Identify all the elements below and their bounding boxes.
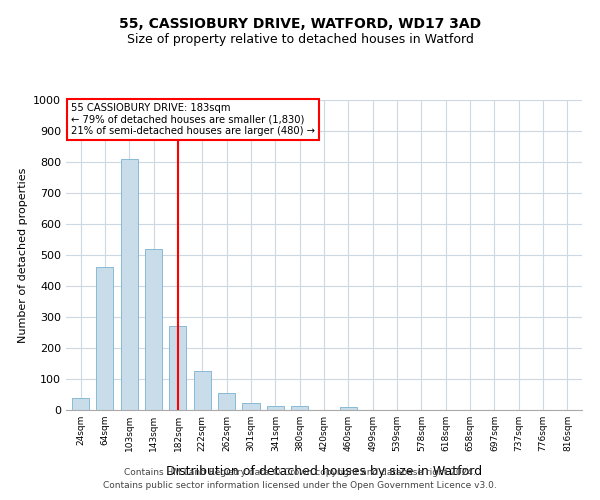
- Text: Contains public sector information licensed under the Open Government Licence v3: Contains public sector information licen…: [103, 480, 497, 490]
- Bar: [145, 249, 162, 410]
- Bar: [291, 406, 308, 410]
- Bar: [72, 398, 89, 410]
- Bar: [242, 403, 260, 410]
- Text: 55 CASSIOBURY DRIVE: 183sqm
← 79% of detached houses are smaller (1,830)
21% of : 55 CASSIOBURY DRIVE: 183sqm ← 79% of det…: [71, 103, 315, 136]
- Bar: [121, 159, 138, 410]
- X-axis label: Distribution of detached houses by size in Watford: Distribution of detached houses by size …: [166, 465, 482, 478]
- Bar: [218, 393, 235, 410]
- Bar: [194, 371, 211, 410]
- Bar: [97, 268, 113, 410]
- Bar: [267, 406, 284, 410]
- Text: 55, CASSIOBURY DRIVE, WATFORD, WD17 3AD: 55, CASSIOBURY DRIVE, WATFORD, WD17 3AD: [119, 18, 481, 32]
- Text: Size of property relative to detached houses in Watford: Size of property relative to detached ho…: [127, 32, 473, 46]
- Text: Contains HM Land Registry data © Crown copyright and database right 2024.: Contains HM Land Registry data © Crown c…: [124, 468, 476, 477]
- Y-axis label: Number of detached properties: Number of detached properties: [17, 168, 28, 342]
- Bar: [169, 326, 187, 410]
- Bar: [340, 407, 357, 410]
